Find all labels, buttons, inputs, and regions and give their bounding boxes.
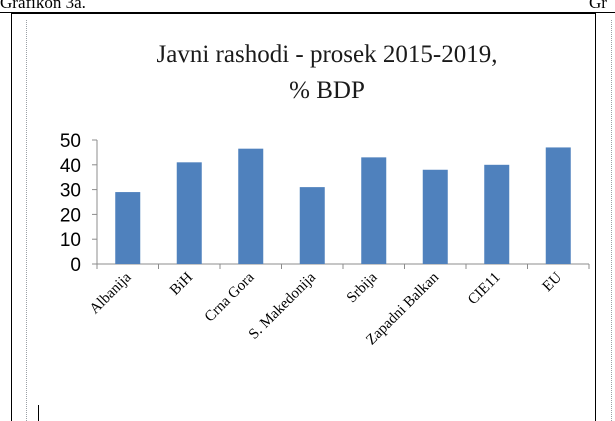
category-label: Srbija — [344, 269, 381, 306]
document-caption-left: Grafikon 3a. — [0, 0, 86, 12]
category-label: BiH — [167, 269, 196, 298]
bar-albanija — [115, 192, 141, 264]
bar-srbija — [361, 157, 387, 264]
bottom-left-marker — [38, 405, 39, 421]
bar-eu — [545, 147, 571, 264]
category-label: Albanija — [87, 269, 135, 317]
bar-crna-gora — [238, 148, 264, 264]
axis-layer: 0 10 20 30 40 50 — [60, 131, 590, 276]
left-dotted-guide — [26, 20, 27, 421]
bar-layer — [115, 147, 571, 264]
bar-s-makedonija — [299, 187, 325, 264]
y-tick-label: 20 — [60, 205, 81, 226]
right-dotted-guide — [611, 20, 612, 421]
y-tick-label: 10 — [60, 230, 81, 251]
chart-title-line-1: Javni rashodi - prosek 2015-2019, — [157, 41, 498, 68]
bar-cie11 — [484, 164, 510, 264]
category-label: Crna Gora — [202, 269, 258, 325]
top-rule — [0, 12, 615, 13]
category-label: CIE11 — [465, 270, 504, 309]
document-caption-right: Gr — [589, 0, 607, 12]
chart-frame — [11, 13, 596, 421]
bar-zapadni-balkan — [422, 169, 448, 264]
chart-title-line-2: % BDP — [289, 77, 365, 104]
y-tick-label: 30 — [60, 181, 81, 202]
category-label: EU — [540, 269, 566, 295]
y-tick-label: 50 — [60, 131, 81, 152]
y-tick-label: 40 — [60, 156, 81, 177]
bar-bih — [176, 162, 202, 264]
y-tick-label: 0 — [70, 255, 81, 276]
